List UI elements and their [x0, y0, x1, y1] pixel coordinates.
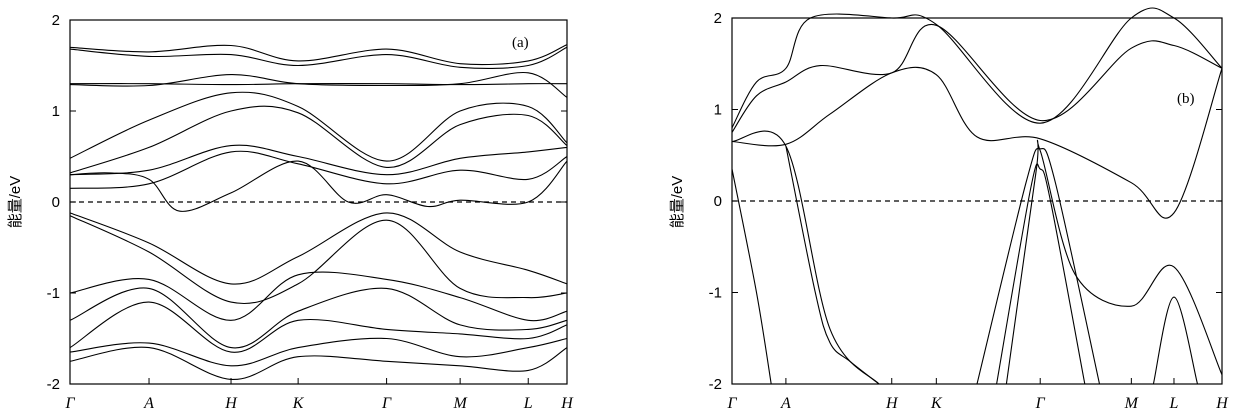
panel-b: (b) 能量/eV 2 1 0 -1 -2 Γ A H K Γ M L H — [669, 7, 1229, 411]
panel-a-kpoint-label: A — [143, 395, 154, 411]
panel-b-y-ticks: 2 1 0 -1 -2 — [709, 10, 1222, 393]
panel-a-band-line — [69, 287, 568, 349]
panel-b-band-line — [785, 145, 880, 385]
panel-a-band-line — [69, 71, 568, 98]
panel-b-band-line — [731, 7, 1223, 129]
panel-a-y-tick-label: 1 — [52, 103, 60, 120]
panel-b-bands — [731, 7, 1223, 385]
panel-a-band-line — [69, 150, 568, 189]
panel-b-kpoint-label: H — [885, 395, 899, 411]
panel-a-band-line — [69, 46, 568, 69]
panel-b-band-line — [731, 168, 772, 385]
panel-a-kpoint-label: L — [523, 395, 533, 411]
panel-b-kpoint-label: H — [1215, 395, 1229, 411]
panel-b-kpoint-label: K — [930, 395, 943, 411]
panel-a-band-line — [69, 91, 568, 162]
panel-b-band-line — [996, 163, 1086, 385]
panel-a-label: (a) — [512, 35, 529, 51]
panel-b-y-tick-label: -1 — [709, 285, 722, 302]
panel-b-band-line — [731, 66, 1223, 219]
panel-a-y-tick-label: -2 — [47, 376, 60, 393]
panel-b-y-tick-label: 1 — [714, 102, 722, 119]
panel-b-kpoint-label: Γ — [1035, 395, 1046, 411]
panel-a: (a) 能量/eV 2 1 0 -1 -2 Γ A H K Γ M L H — [7, 12, 574, 411]
panel-b-band-line — [731, 23, 1223, 133]
panel-a-y-ticks: 2 1 0 -1 -2 — [47, 12, 567, 393]
panel-b-kpoint-label: L — [1169, 395, 1179, 411]
panel-b-band-line — [976, 148, 1101, 385]
panel-a-band-line — [69, 105, 568, 174]
panel-a-y-tick-label: -1 — [47, 285, 60, 302]
panel-a-band-line — [69, 144, 568, 176]
panel-a-band-line — [69, 160, 568, 212]
panel-a-y-tick-label: 2 — [52, 12, 60, 29]
panel-b-kpoint-label: Γ — [726, 395, 737, 411]
panel-b-y-axis-label: 能量/eV — [669, 176, 686, 229]
panel-a-kpoint-label: Γ — [381, 395, 392, 411]
panel-b-y-tick-label: 2 — [714, 10, 722, 27]
panel-a-band-line — [69, 215, 568, 305]
panel-b-kpoint-label: M — [1124, 395, 1140, 411]
panel-b-band-line — [1152, 296, 1199, 385]
panel-a-band-line — [69, 44, 568, 66]
panel-b-band-line — [1005, 139, 1223, 385]
panel-a-bands — [69, 44, 568, 380]
panel-a-kpoint-label: K — [292, 395, 305, 411]
panel-a-y-tick-label: 0 — [52, 194, 60, 211]
panel-b-y-tick-label: -2 — [709, 376, 722, 393]
panel-b-label: (b) — [1177, 91, 1195, 107]
panel-b-band-line — [731, 130, 880, 385]
panel-a-y-axis-label: 能量/eV — [7, 176, 24, 229]
panel-a-kpoint-label: H — [224, 395, 238, 411]
panel-a-kpoint-label: H — [560, 395, 574, 411]
panel-a-band-line — [69, 301, 568, 353]
panel-a-band-line — [69, 346, 568, 380]
panel-b-y-tick-label: 0 — [714, 193, 722, 210]
panel-a-kpoint-label: M — [452, 395, 468, 411]
panel-a-band-line — [69, 271, 568, 322]
panel-a-band-line — [69, 83, 568, 86]
panel-a-band-line — [69, 337, 568, 367]
panel-b-kpoint-label: A — [780, 395, 791, 411]
panel-a-kpoint-label: Γ — [64, 395, 75, 411]
panel-a-band-line — [69, 212, 568, 285]
